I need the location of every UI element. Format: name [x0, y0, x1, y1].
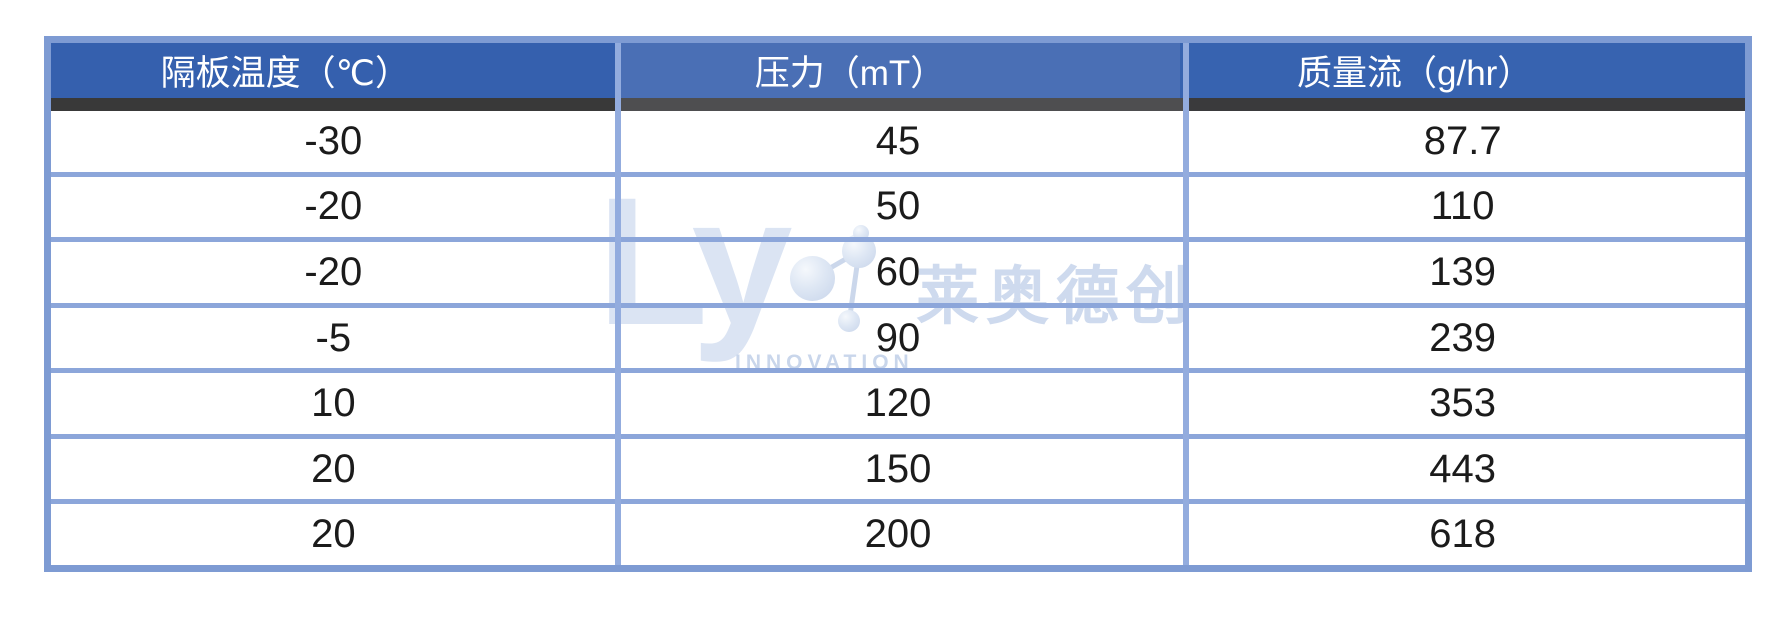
table-cell: 20	[311, 512, 356, 557]
table-row: 20 200 618	[51, 499, 1745, 565]
table-cell: 90	[875, 315, 921, 360]
data-table: 隔板温度（℃） 压力（mT） 质量流（g/hr） -30 45 87.7 -20 50 110…	[44, 36, 1752, 572]
table-cell: 150	[864, 446, 932, 491]
separator-band	[51, 98, 1745, 111]
table-cell: 200	[864, 512, 932, 557]
table-cell: 110	[1430, 184, 1495, 229]
watermark-brand-cn: 莱奥德创	[916, 262, 1196, 332]
header-cell: 隔板温度（℃）	[51, 43, 616, 98]
table-cell: 139	[1429, 249, 1497, 294]
atom-sphere-icon	[838, 310, 860, 332]
table-row: -5 90 239	[51, 302, 1745, 369]
table-cell: 87.7	[1423, 118, 1502, 163]
header-cell-label: 质量流（g/hr）	[1297, 54, 1533, 93]
table-cell: -20	[304, 184, 363, 229]
table-cell: -20	[304, 249, 363, 294]
table-cell: -30	[304, 118, 363, 163]
table-body: -30 45 87.7 -20 50 110 -20 60 139 -5 90 239 10 120 353…	[51, 111, 1745, 565]
table-cell: 50	[875, 184, 921, 229]
table-row: -20 50 110	[51, 171, 1745, 238]
watermark-tagline: INNOVATION	[735, 351, 914, 374]
header-cell-label: 压力（mT）	[754, 54, 946, 93]
table-cell: 443	[1429, 446, 1497, 491]
table-row: -20 60 139	[51, 237, 1745, 303]
table-cell: 120	[864, 381, 932, 426]
table-cell: 45	[875, 118, 921, 163]
table-row: 10 120 353	[51, 368, 1745, 434]
table-cell: 239	[1429, 315, 1497, 360]
table-cell: 618	[1429, 512, 1497, 557]
table-cell: 353	[1429, 381, 1497, 426]
table-row: -30 45 87.7	[51, 111, 1745, 172]
table-cell: 60	[875, 249, 921, 294]
atom-sphere-icon	[853, 225, 869, 241]
header-cell: 质量流（g/hr）	[1180, 43, 1746, 98]
table-cell: -5	[315, 315, 352, 360]
table-cell: 20	[311, 446, 356, 491]
table-row: 20 150 443	[51, 433, 1745, 500]
atom-sphere-icon	[790, 256, 835, 301]
watermark-logo-text: Ly	[597, 159, 793, 363]
header-row: 隔板温度（℃） 压力（mT） 质量流（g/hr）	[51, 43, 1746, 98]
column-divider	[1183, 43, 1189, 565]
header-cell: 压力（mT）	[615, 43, 1181, 98]
header-cell-label: 隔板温度（℃）	[160, 54, 410, 93]
table-cell: 10	[311, 381, 356, 426]
column-divider	[615, 43, 621, 565]
